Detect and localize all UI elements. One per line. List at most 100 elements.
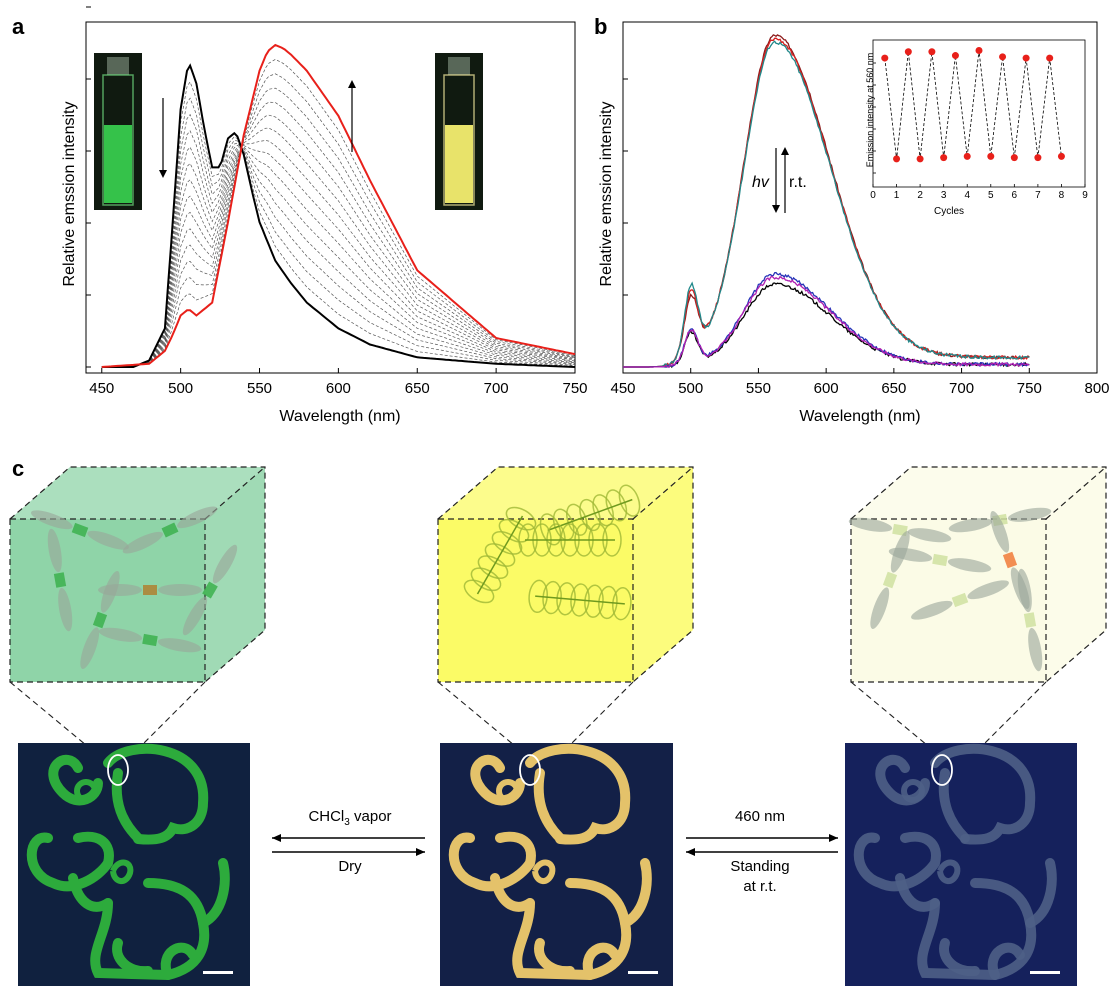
series-initial bbox=[101, 63, 576, 368]
dog-outline bbox=[512, 878, 632, 981]
molecule-tail bbox=[848, 517, 893, 532]
molecule-orange bbox=[98, 584, 202, 596]
molecule-tail bbox=[888, 547, 933, 562]
arrow-hv-head bbox=[772, 205, 780, 213]
inset-xlabel: Cycles bbox=[934, 206, 965, 217]
inset-point bbox=[951, 52, 959, 60]
arrow-dry-head bbox=[416, 848, 425, 856]
dog-outline bbox=[1025, 858, 1057, 928]
photo-green-dog bbox=[18, 743, 250, 986]
cuvette-body bbox=[102, 74, 134, 206]
molecule-core bbox=[882, 571, 898, 589]
series-intermediate bbox=[101, 145, 576, 368]
x-tick-label: 650 bbox=[404, 380, 430, 397]
chart-b-xlabel: Wavelength (nm) bbox=[799, 408, 921, 425]
dog-outline bbox=[620, 858, 652, 928]
arrow-label-460nm: 460 nm bbox=[734, 808, 786, 825]
photo-faded-dog bbox=[845, 743, 1077, 986]
cube-edge-back bbox=[9, 466, 266, 683]
helix-4 bbox=[518, 523, 622, 557]
zoom-line-left bbox=[850, 681, 952, 766]
inset-point bbox=[893, 155, 901, 163]
molecule-tail bbox=[31, 510, 73, 530]
helix-axis bbox=[547, 498, 633, 532]
dog-outline bbox=[90, 878, 210, 981]
cube-side-face bbox=[633, 467, 693, 682]
cuvette-liquid bbox=[104, 125, 132, 203]
molecule-tail bbox=[1007, 507, 1052, 522]
x-tick-label: 450 bbox=[610, 380, 636, 397]
inset-x-tick-label: 7 bbox=[1035, 190, 1041, 201]
x-tick-label: 650 bbox=[881, 380, 907, 397]
scale-bar bbox=[628, 971, 658, 974]
chart-b-frame bbox=[622, 21, 1098, 374]
molecule-pale bbox=[848, 517, 952, 543]
cube-edge-diagonal bbox=[1045, 466, 1107, 520]
dog-drawing-faded bbox=[853, 743, 1057, 981]
molecule-core bbox=[71, 522, 89, 538]
dog-collar bbox=[532, 859, 556, 884]
series-intermediate bbox=[101, 127, 576, 368]
x-tick-label: 600 bbox=[813, 380, 839, 397]
arrow-label-standing: Standing bbox=[730, 858, 790, 875]
x-tick-label: 700 bbox=[483, 380, 509, 397]
arrow-label-chcl3: CHCl3 vapor bbox=[308, 808, 392, 828]
x-tick-label: 750 bbox=[562, 380, 588, 397]
inset-x-tick-label: 6 bbox=[1011, 190, 1018, 201]
inset-point bbox=[916, 155, 924, 163]
zoom-circle bbox=[931, 754, 953, 786]
molecule-tail bbox=[948, 518, 993, 533]
arrow-rt-head bbox=[781, 147, 789, 155]
arrow-460nm-head bbox=[829, 834, 838, 842]
helix-axis bbox=[535, 595, 625, 605]
dog-outline bbox=[112, 938, 153, 977]
inset-x-tick-label: 8 bbox=[1058, 190, 1065, 201]
molecule-tail bbox=[907, 528, 952, 543]
cube-front-face bbox=[438, 519, 633, 682]
rt-label: r.t. bbox=[789, 174, 807, 191]
arrow-label-at-rt: at r.t. bbox=[743, 878, 777, 895]
inset-x-tick-label: 1 bbox=[893, 190, 900, 201]
inset-point bbox=[963, 152, 971, 160]
dog-outline bbox=[582, 942, 620, 980]
cube-top-face bbox=[438, 467, 693, 519]
series-intermediate bbox=[101, 113, 576, 368]
scale-bar bbox=[1030, 971, 1060, 974]
inset-point bbox=[1046, 54, 1054, 62]
molecule-core bbox=[143, 585, 157, 595]
dog-outline bbox=[938, 768, 970, 843]
molecule-tail bbox=[177, 506, 218, 529]
dog-collar bbox=[110, 859, 134, 884]
molecule-green bbox=[98, 627, 202, 653]
inset-x-tick-label: 4 bbox=[964, 190, 970, 201]
molecule-tail bbox=[157, 638, 202, 653]
molecule-core bbox=[932, 553, 948, 567]
dog-outline bbox=[533, 768, 565, 843]
molecule-core bbox=[951, 592, 969, 608]
inset-x-tick-label: 3 bbox=[940, 190, 947, 201]
series-intermediate bbox=[101, 73, 576, 368]
dog-drawing-green bbox=[26, 743, 230, 981]
panel-label-c: c bbox=[12, 456, 25, 481]
x-tick-label: 800 bbox=[1084, 380, 1110, 397]
inset-point bbox=[881, 54, 889, 62]
inset-x-tick-label: 2 bbox=[917, 190, 923, 201]
molecule-tail bbox=[870, 587, 890, 629]
molecule-core bbox=[53, 572, 67, 588]
cube-1 bbox=[9, 466, 266, 683]
dog-eye bbox=[496, 779, 520, 803]
molecule-green bbox=[122, 506, 218, 554]
molecule-pale bbox=[911, 580, 1009, 620]
inset-x-tick-label: 9 bbox=[1082, 190, 1088, 201]
helix-2 bbox=[539, 484, 641, 546]
x-tick-label: 550 bbox=[745, 380, 771, 397]
series-intermediate bbox=[101, 114, 576, 368]
inset-point bbox=[1034, 154, 1042, 162]
cuvette-cap bbox=[107, 57, 129, 75]
series-intermediate bbox=[101, 146, 576, 368]
inset-point bbox=[1022, 54, 1030, 62]
dog-outline bbox=[103, 743, 209, 845]
dog-outline bbox=[930, 743, 1036, 845]
series-intermediate bbox=[101, 140, 576, 368]
dog-outline bbox=[198, 858, 230, 928]
